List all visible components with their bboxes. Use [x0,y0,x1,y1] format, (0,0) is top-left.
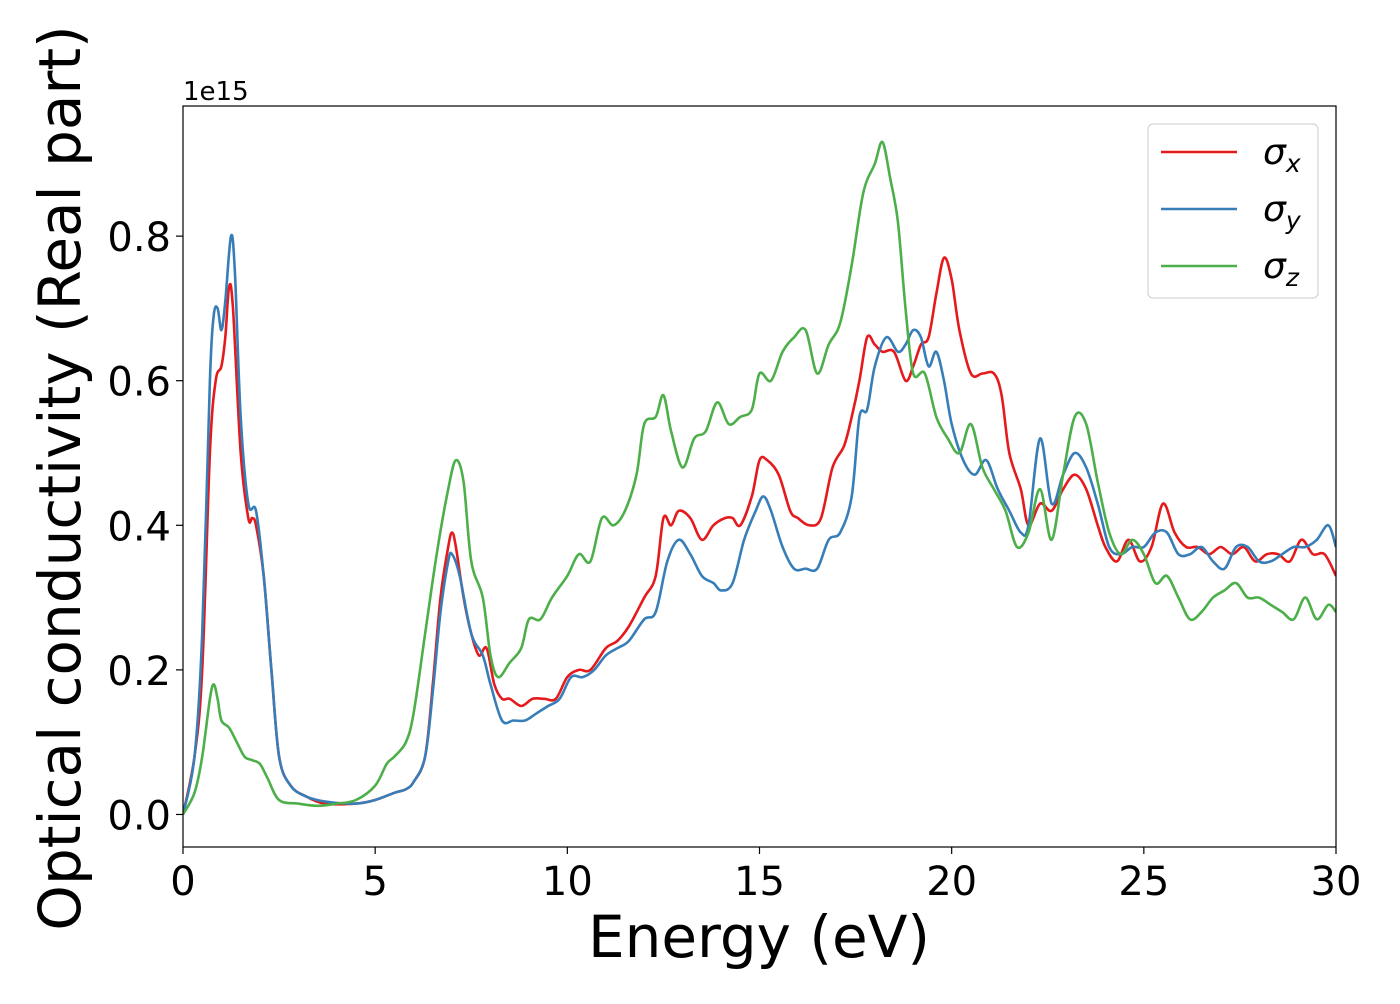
x-axis-label: Energy (eV) [588,903,930,971]
x-tick-label: 25 [1118,859,1169,905]
x-tick-label: 5 [362,859,387,905]
series-layer [183,140,1336,816]
series-line-x [183,256,1336,815]
x-tick-label: 0 [170,859,195,905]
legend-symbol: σ [1263,246,1287,287]
x-tick-label: 20 [926,859,977,905]
y-axis-label: Optical conductivity (Real part) [26,25,94,930]
legend-subscript: z [1285,263,1300,292]
legend-symbol: σ [1263,189,1287,230]
legend-label-x: σx [1263,132,1301,178]
x-tick-label: 15 [734,859,785,905]
y-tick-label: 0.2 [107,649,171,695]
series-line-y [183,233,1336,815]
y-axis: 0.0 0.2 0.4 0.6 0.8 [107,215,183,839]
y-tick-label: 0.8 [107,215,171,261]
x-axis: 0 5 10 15 20 25 30 [170,847,1361,905]
series-line-z [183,140,1336,816]
offset-label: 1e15 [183,77,249,107]
legend-subscript: y [1285,206,1302,235]
legend-label-y: σy [1263,189,1302,235]
y-tick-label: 0.0 [107,793,171,839]
legend-subscript: x [1285,149,1301,178]
legend-label-z: σz [1263,246,1300,292]
x-tick-label: 30 [1311,859,1362,905]
y-tick-label: 0.6 [107,360,171,406]
legend-symbol: σ [1263,132,1287,173]
x-tick-label: 10 [542,859,593,905]
y-tick-label: 0.4 [107,504,171,550]
legend-box [1147,123,1319,299]
